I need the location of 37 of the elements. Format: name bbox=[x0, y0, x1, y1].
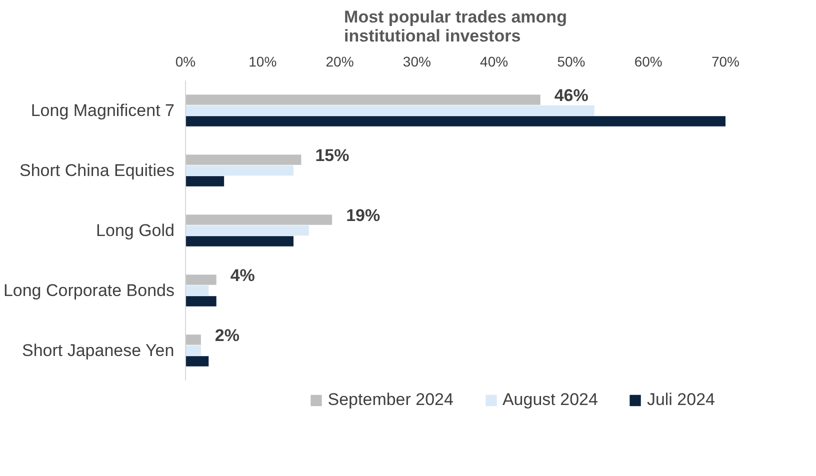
x-tick-label: 60% bbox=[634, 54, 662, 70]
bar bbox=[186, 154, 302, 165]
x-tick-label: 20% bbox=[326, 54, 354, 70]
x-tick-label: 0% bbox=[175, 54, 196, 70]
bar bbox=[186, 176, 224, 186]
y-tick-label: Long Magnificent 7 bbox=[30, 101, 175, 120]
data-label: 2% bbox=[214, 326, 240, 346]
x-tick-label: 30% bbox=[402, 54, 431, 70]
bar bbox=[186, 285, 209, 296]
x-tick-label: 10% bbox=[248, 54, 277, 70]
bar bbox=[186, 94, 540, 105]
y-tick-label: Short China Equities bbox=[20, 161, 175, 180]
bar bbox=[186, 345, 201, 356]
chart-title: Most popular trades among institutional investors bbox=[344, 8, 567, 46]
bar bbox=[186, 236, 294, 246]
bar bbox=[186, 105, 594, 116]
legend-label: September 2024 bbox=[328, 390, 454, 410]
bar bbox=[186, 165, 294, 176]
legend-label: August 2024 bbox=[502, 390, 598, 410]
bar bbox=[186, 296, 216, 306]
x-tick-label: 40% bbox=[480, 54, 508, 70]
bar bbox=[186, 214, 332, 225]
bar bbox=[186, 274, 216, 285]
bar bbox=[186, 116, 726, 126]
bar bbox=[186, 225, 309, 236]
data-label: 46% bbox=[554, 86, 588, 106]
x-tick-label: 70% bbox=[711, 54, 740, 70]
x-tick-label: 50% bbox=[557, 54, 586, 70]
legend-label: Juli 2024 bbox=[646, 390, 715, 410]
data-label: 15% bbox=[315, 146, 350, 166]
data-label: 4% bbox=[230, 266, 255, 286]
data-label: 19% bbox=[346, 206, 380, 226]
bar bbox=[186, 356, 209, 366]
y-tick-label: Long Corporate Bonds bbox=[3, 281, 174, 300]
y-tick-label: Long Gold bbox=[96, 221, 174, 240]
y-tick-label: Short Japanese Yen bbox=[22, 341, 174, 360]
bar bbox=[186, 334, 201, 345]
